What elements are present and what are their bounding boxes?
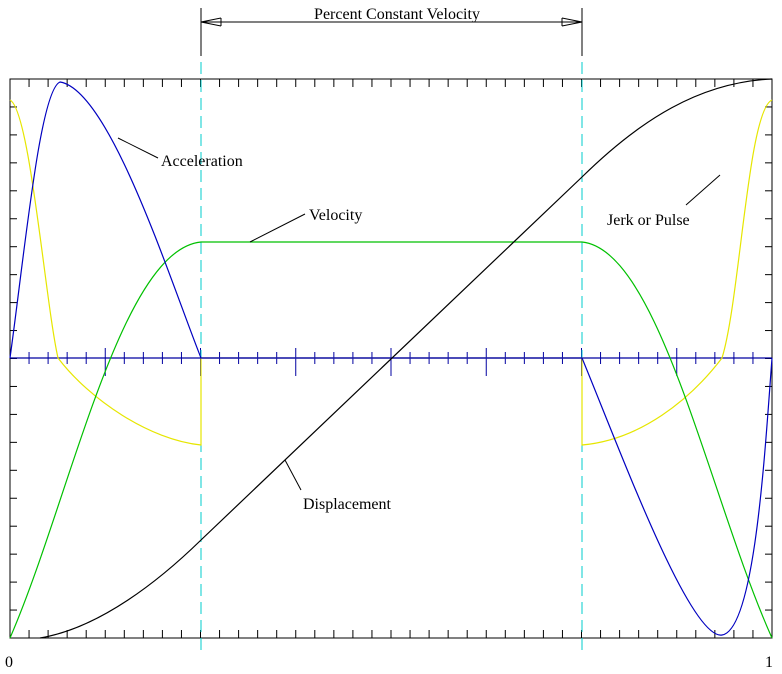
jerk-curve bbox=[9, 99, 773, 446]
dimension-line bbox=[200, 8, 583, 56]
acceleration-label: Acceleration bbox=[161, 153, 243, 170]
title: Percent Constant Velocity bbox=[314, 6, 480, 23]
axis-end: 1 bbox=[765, 654, 773, 671]
displacement-label: Displacement bbox=[303, 496, 392, 513]
leader-lines bbox=[117, 137, 721, 491]
velocity-curve bbox=[9, 241, 773, 639]
velocity-label: Velocity bbox=[309, 207, 362, 224]
jerk-label: Jerk or Pulse bbox=[607, 212, 690, 229]
ticks bbox=[10, 79, 772, 638]
axis-start: 0 bbox=[5, 654, 13, 671]
displacement-curve bbox=[39, 78, 773, 639]
